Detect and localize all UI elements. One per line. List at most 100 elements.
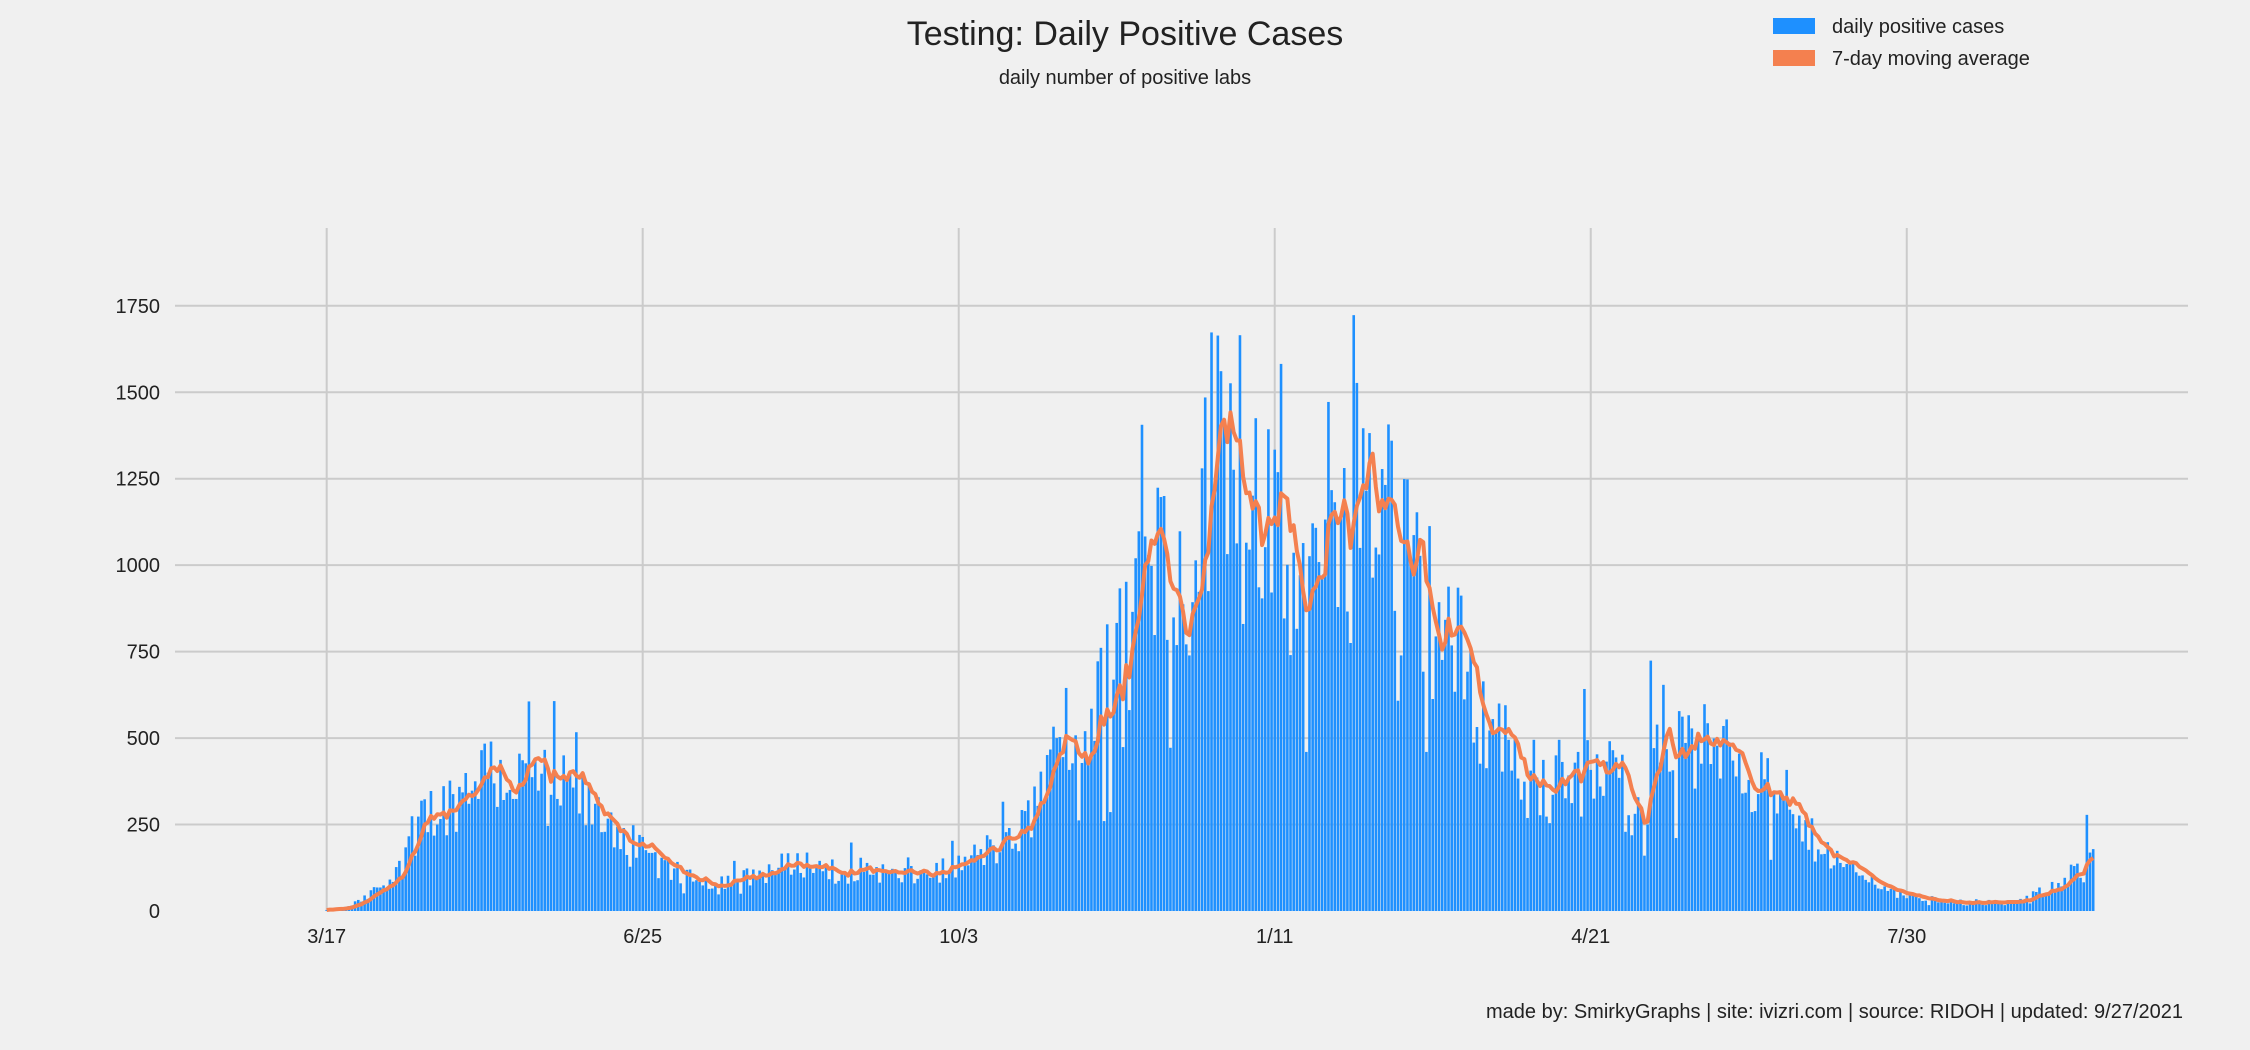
daily-bar: [622, 828, 626, 911]
daily-bar: [1548, 823, 1551, 911]
daily-bar: [1873, 884, 1877, 911]
daily-bar: [1165, 639, 1169, 911]
daily-bar: [1140, 424, 1144, 911]
daily-bar: [1924, 900, 1927, 911]
daily-bar: [1889, 888, 1893, 911]
daily-bar: [1440, 659, 1444, 911]
daily-bar: [1102, 821, 1106, 911]
daily-bar: [1791, 814, 1795, 911]
daily-bar: [2028, 903, 2032, 911]
daily-bar: [1974, 899, 1978, 911]
daily-bar: [584, 825, 588, 911]
daily-bar: [543, 749, 547, 911]
daily-bar: [1314, 527, 1318, 911]
daily-bar: [511, 798, 515, 911]
daily-bar: [556, 798, 559, 911]
daily-bar: [777, 867, 780, 911]
daily-bar: [445, 835, 449, 911]
daily-bar: [2000, 902, 2003, 911]
daily-bar: [1159, 497, 1163, 911]
daily-bar: [464, 773, 468, 911]
daily-bar: [1839, 862, 1842, 911]
daily-bar: [1270, 592, 1273, 911]
daily-bar: [372, 887, 376, 911]
daily-bar: [1011, 848, 1014, 911]
daily-bar: [805, 852, 809, 911]
daily-bar: [1226, 554, 1229, 911]
daily-bar: [1169, 747, 1172, 911]
daily-bar: [1956, 903, 1959, 911]
y-tick-label: 250: [127, 815, 160, 837]
daily-bar: [1611, 750, 1615, 911]
daily-bar: [1099, 647, 1103, 911]
daily-bar: [502, 799, 505, 911]
daily-bar: [1567, 775, 1570, 911]
daily-bar: [1197, 591, 1201, 911]
daily-bar: [676, 861, 679, 911]
daily-bar: [1826, 842, 1830, 911]
daily-bar: [1260, 598, 1264, 911]
daily-bar: [862, 871, 866, 911]
daily-bar: [1715, 745, 1719, 911]
daily-bar: [758, 870, 761, 911]
daily-bar: [1766, 758, 1769, 911]
daily-bar: [1472, 742, 1476, 911]
daily-bar: [2050, 881, 2054, 911]
daily-bar: [1895, 897, 1899, 911]
daily-bar: [1124, 581, 1128, 911]
daily-bar: [657, 878, 660, 911]
daily-bar: [1456, 587, 1460, 911]
daily-bar: [884, 871, 888, 911]
daily-bar: [1333, 502, 1337, 911]
daily-bar: [2063, 877, 2067, 911]
daily-bar: [843, 871, 847, 911]
daily-bar: [1402, 479, 1406, 911]
daily-bar: [1156, 487, 1160, 911]
daily-bar: [1510, 770, 1514, 911]
daily-bar: [1418, 555, 1422, 911]
daily-bar: [685, 869, 689, 911]
daily-bar: [1655, 724, 1659, 911]
daily-bar: [1320, 579, 1324, 911]
daily-bar: [827, 879, 831, 911]
daily-bar: [1251, 495, 1254, 911]
daily-bar: [1918, 898, 1921, 911]
daily-bar: [505, 792, 509, 911]
daily-bar: [619, 849, 622, 911]
daily-bar: [1491, 719, 1495, 911]
daily-bar: [1194, 560, 1198, 911]
daily-bar: [1532, 739, 1536, 911]
daily-bar: [1216, 335, 1220, 911]
daily-bar: [480, 750, 483, 911]
daily-bar: [1722, 725, 1725, 911]
daily-bar: [1365, 490, 1368, 911]
daily-bar: [2076, 863, 2079, 911]
daily-bar: [881, 864, 885, 911]
daily-bar: [616, 826, 619, 911]
daily-bar: [1614, 757, 1618, 911]
daily-bar: [1832, 865, 1836, 911]
daily-bar: [609, 812, 613, 911]
daily-bar: [1971, 903, 1975, 911]
daily-bar: [723, 888, 727, 911]
daily-bar: [562, 755, 565, 911]
daily-bar: [1665, 749, 1668, 911]
daily-bar: [1263, 547, 1267, 911]
daily-bar: [1323, 519, 1327, 911]
daily-bar: [1719, 778, 1722, 911]
daily-bar: [1150, 565, 1153, 911]
daily-bar: [1289, 655, 1292, 911]
daily-bar: [1617, 777, 1621, 911]
daily-bar: [407, 836, 411, 911]
daily-bar: [1377, 554, 1381, 911]
daily-bar: [928, 877, 932, 911]
daily-bar: [815, 866, 818, 911]
daily-bar: [736, 882, 739, 911]
daily-bar: [1482, 681, 1485, 911]
daily-bar: [818, 860, 821, 911]
daily-bar: [590, 824, 594, 911]
daily-bar: [853, 881, 856, 911]
daily-bar: [1861, 875, 1864, 911]
daily-bar: [1061, 757, 1065, 911]
daily-bar: [1892, 887, 1896, 911]
